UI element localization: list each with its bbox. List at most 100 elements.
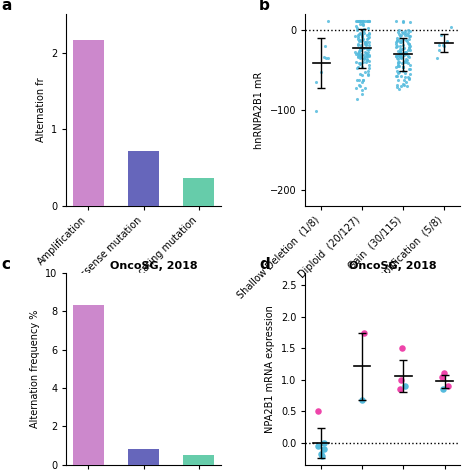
Point xyxy=(355,81,363,89)
Point xyxy=(365,17,372,24)
Point xyxy=(354,31,362,39)
Y-axis label: Alternation frequency %: Alternation frequency % xyxy=(29,310,39,428)
Point xyxy=(393,35,401,42)
Point xyxy=(365,33,373,41)
Point xyxy=(406,65,414,73)
Point xyxy=(365,17,373,24)
Point xyxy=(396,48,404,56)
Bar xyxy=(128,151,159,206)
Point xyxy=(355,51,362,58)
Point xyxy=(398,345,405,352)
Point xyxy=(363,41,370,49)
Point xyxy=(359,33,366,40)
Point xyxy=(405,59,412,67)
Point xyxy=(364,71,372,78)
Point xyxy=(324,55,331,62)
Point xyxy=(357,46,365,54)
Bar xyxy=(128,449,159,465)
Point xyxy=(359,27,367,35)
Point xyxy=(313,108,320,115)
Point xyxy=(395,62,403,70)
Point xyxy=(398,53,405,60)
Point xyxy=(363,55,370,63)
Point xyxy=(394,51,401,59)
Point xyxy=(312,78,319,86)
Point xyxy=(396,385,403,393)
Point xyxy=(318,68,325,76)
Point xyxy=(356,53,364,60)
Y-axis label: NPA2B1 mRNA expression: NPA2B1 mRNA expression xyxy=(265,305,275,433)
Point xyxy=(404,27,412,34)
Point xyxy=(402,55,410,63)
Point xyxy=(401,44,408,52)
Point xyxy=(362,38,369,46)
Point xyxy=(433,55,441,62)
Point xyxy=(356,17,364,24)
Point xyxy=(365,51,372,58)
Point xyxy=(394,28,402,36)
Point xyxy=(365,38,373,46)
Point xyxy=(435,46,443,54)
Point xyxy=(355,17,363,24)
Point xyxy=(357,42,365,49)
Point xyxy=(395,58,402,66)
Point xyxy=(358,87,366,94)
Point xyxy=(394,58,401,65)
Point xyxy=(354,64,362,71)
Point xyxy=(320,445,328,453)
Point xyxy=(356,46,364,54)
Point xyxy=(362,40,369,48)
Point xyxy=(358,396,366,403)
Text: OncoSG, 2018: OncoSG, 2018 xyxy=(110,261,198,271)
Point xyxy=(397,32,404,39)
Point xyxy=(396,68,403,76)
Point xyxy=(406,18,414,26)
Point xyxy=(401,57,409,65)
Point xyxy=(444,382,451,390)
Point xyxy=(406,71,414,78)
Point xyxy=(406,47,414,55)
Point xyxy=(393,81,401,89)
Point xyxy=(353,76,360,84)
Point xyxy=(359,58,366,66)
Point xyxy=(401,76,408,83)
Point xyxy=(402,51,410,58)
Point xyxy=(358,20,365,27)
Point xyxy=(399,29,406,36)
Point xyxy=(397,42,404,50)
Point xyxy=(357,17,365,24)
Text: d: d xyxy=(259,257,270,272)
Point xyxy=(358,33,366,41)
Point xyxy=(439,41,447,49)
Point xyxy=(365,42,373,49)
Point xyxy=(402,58,410,65)
Point xyxy=(405,39,412,46)
Point xyxy=(399,63,407,71)
Point xyxy=(405,75,413,82)
Point xyxy=(361,54,369,61)
Point xyxy=(361,40,369,47)
Point xyxy=(393,42,401,50)
Point xyxy=(361,54,368,62)
Point xyxy=(360,44,368,52)
Point xyxy=(364,72,371,79)
Point xyxy=(401,69,409,77)
Point xyxy=(404,73,412,81)
Point xyxy=(356,70,364,78)
Point xyxy=(438,373,446,380)
Point xyxy=(364,32,371,39)
Y-axis label: Alternation fr: Alternation fr xyxy=(36,78,46,142)
Point xyxy=(394,55,402,63)
Point xyxy=(402,78,410,86)
Point xyxy=(396,53,403,60)
Point xyxy=(365,61,373,68)
Point xyxy=(397,46,404,53)
Point xyxy=(355,35,362,43)
Point xyxy=(404,46,412,54)
Point xyxy=(440,370,448,377)
Point xyxy=(401,29,408,37)
Point xyxy=(355,37,363,45)
Point xyxy=(440,42,448,50)
Point xyxy=(354,17,361,24)
Point xyxy=(395,36,402,44)
